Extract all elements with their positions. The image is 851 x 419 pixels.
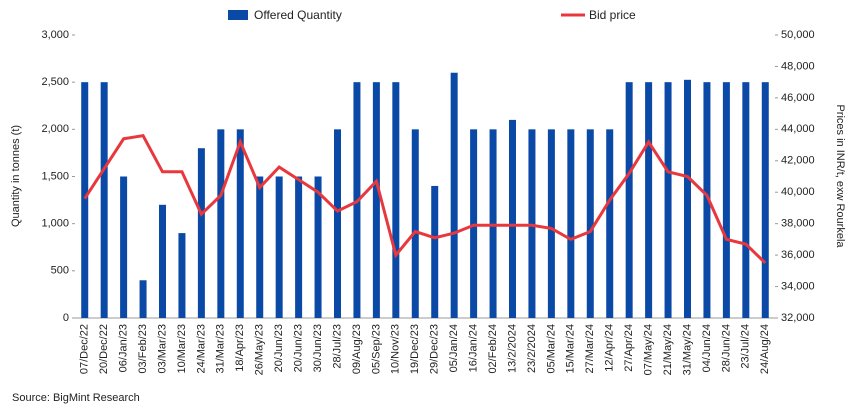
x-tick-label: 31/Mar/23 (215, 324, 227, 374)
x-tick-label: 20/Dec/22 (98, 324, 110, 374)
bar (392, 82, 400, 319)
bar (645, 82, 653, 319)
y-tick-label: 500 (51, 265, 69, 277)
bar (411, 129, 419, 318)
y-axis-label: Quantity in tonnes (t) (10, 125, 22, 227)
bar (100, 82, 108, 319)
bar (139, 280, 147, 318)
bar (567, 129, 575, 318)
bar (314, 176, 322, 318)
bar (217, 129, 225, 318)
legend-swatch (228, 10, 248, 20)
y-tick-label: 2,000 (41, 123, 69, 135)
source: Source: BigMint Research (12, 392, 140, 404)
y2-axis-label: Prices in INR/t, exw Rourkela (834, 104, 846, 248)
x-tick-label: 29/Dec/23 (429, 324, 441, 374)
x-tick-label: 28/Jul/23 (331, 324, 343, 369)
legend-label: Bid price (589, 8, 636, 22)
bar (295, 176, 303, 318)
bar (470, 129, 478, 318)
bar (722, 82, 730, 319)
bar (178, 233, 186, 318)
x-tick-label: 23/Jul/24 (740, 324, 752, 369)
x-tick-label: 16/Jan/24 (468, 324, 480, 372)
x-tick-label: 27/Apr/24 (623, 324, 635, 372)
y2-tick-label: 46,000 (781, 92, 815, 104)
bar (372, 82, 380, 319)
y2-tick-label: 32,000 (781, 312, 815, 324)
x-tick-label: 04/Jun/24 (701, 324, 713, 372)
x-tick-label: 24/Mar/23 (195, 324, 207, 374)
x-tick-label: 20/Jun/23 (273, 324, 285, 372)
y2-tick-label: 44,000 (781, 123, 815, 135)
y2-tick-label: 36,000 (781, 249, 815, 261)
x-tick-label: 07/Dec/22 (79, 324, 91, 374)
x-tick-label: 05/Jan/24 (448, 324, 460, 372)
y2-tick-label: 50,000 (781, 29, 815, 41)
bar (625, 82, 633, 319)
y-tick-label: 3,000 (41, 29, 69, 41)
bar (159, 204, 166, 318)
bar (81, 82, 89, 319)
bar (334, 129, 341, 318)
x-tick-label: 24/Aug/24 (759, 324, 771, 374)
x-tick-label: 02/Feb/24 (487, 324, 499, 374)
price-line (83, 133, 767, 265)
x-tick-label: 23/2/2024 (526, 324, 538, 373)
y2-tick-label: 48,000 (781, 60, 815, 72)
x-tick-label: 07/May/24 (643, 324, 655, 375)
y-tick-label: 2,500 (41, 76, 69, 88)
x-tick-label: 31/May/24 (681, 324, 693, 375)
bar (450, 72, 458, 318)
bar (256, 176, 264, 318)
bar (606, 129, 614, 318)
y2-tick-label: 42,000 (781, 155, 815, 167)
x-tick-label: 30/Jun/23 (312, 324, 324, 372)
x-tick-label: 26/May/23 (254, 324, 266, 375)
x-tick-label: 12/Apr/24 (604, 324, 616, 372)
bar (547, 129, 555, 318)
bar (664, 82, 672, 319)
x-tick-label: 09/Aug/23 (351, 324, 363, 374)
bar (489, 129, 497, 318)
bar (684, 79, 691, 318)
bar (761, 82, 769, 319)
bar (742, 82, 750, 319)
bar (528, 129, 536, 318)
x-tick-label: 05/Mar/24 (545, 324, 557, 374)
x-tick-label: 06/Jan/23 (118, 324, 130, 372)
x-tick-label: 19/Dec/23 (409, 324, 421, 374)
bar (431, 185, 439, 318)
x-tick-label: 18/Apr/23 (234, 324, 246, 372)
x-tick-label: 10/Nov/23 (390, 324, 402, 374)
y-tick-label: 1,000 (41, 218, 69, 230)
x-tick-label: 03/Feb/23 (137, 324, 149, 374)
bar (275, 176, 283, 318)
bar (586, 129, 594, 318)
bar (509, 119, 516, 319)
x-tick-label: 27/Mar/24 (584, 324, 596, 374)
y-tick-label: 1,500 (41, 170, 69, 182)
bar (197, 148, 205, 318)
x-tick-label: 20/Jun/23 (293, 324, 305, 372)
x-tick-label: 13/2/2024 (506, 324, 518, 373)
y2-tick-label: 40,000 (781, 186, 815, 198)
x-tick-label: 28/Jun/24 (720, 324, 732, 372)
y2-tick-label: 34,000 (781, 280, 815, 292)
bar (703, 82, 711, 319)
bar (236, 129, 244, 318)
legend-label: Offered Quantity (254, 8, 342, 22)
y-tick-label: 0 (63, 312, 69, 324)
x-tick-label: 03/Mar/23 (156, 324, 168, 374)
y2-tick-label: 38,000 (781, 218, 815, 230)
x-tick-label: 10/Mar/23 (176, 324, 188, 374)
x-tick-label: 21/May/24 (662, 324, 674, 375)
x-tick-label: 15/Mar/24 (565, 324, 577, 374)
x-tick-label: 05/Sep/23 (370, 324, 382, 374)
bar (120, 176, 128, 318)
